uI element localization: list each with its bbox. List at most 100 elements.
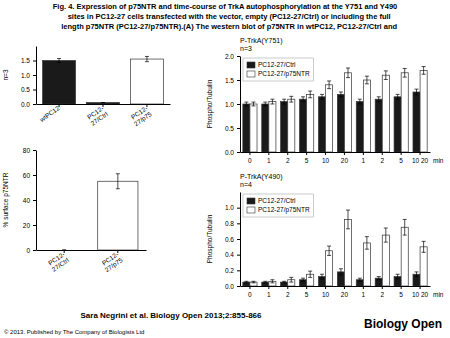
x-tick: 0 — [248, 152, 252, 164]
y-tick: 2.0 — [225, 53, 240, 60]
error-bar — [270, 99, 274, 104]
error-bar — [320, 274, 324, 279]
x-tick-mark — [306, 286, 307, 289]
legend-box — [243, 194, 314, 217]
y-tick: 0.0 — [21, 101, 36, 108]
y-tick-mark — [33, 150, 36, 151]
error-bar — [244, 281, 248, 283]
x-tick: PC12-27/Ctrl — [85, 104, 109, 127]
x-tick-label: PC12-27/p75 — [128, 104, 153, 128]
x-tick-label: 5 — [399, 157, 403, 164]
error-bar — [101, 102, 105, 103]
y-tick-mark — [237, 152, 240, 153]
y-tick-label: 0 — [26, 247, 30, 254]
x-tick: 2 — [286, 286, 290, 298]
x-tick: 2 — [380, 286, 384, 298]
x-tick: 5 — [305, 152, 309, 164]
error-bar — [403, 219, 407, 235]
error-bar — [62, 250, 66, 251]
error-bar — [116, 174, 120, 189]
bar — [420, 247, 427, 286]
legend-box — [243, 58, 314, 81]
error-bar — [365, 237, 369, 250]
x-tick: 10 20 — [412, 286, 429, 298]
x-tick-mark — [363, 286, 364, 289]
y-tick: 0.5 — [21, 86, 36, 93]
x-tick: 0 — [248, 286, 252, 298]
x-tick-label: PC12-27/p75 — [99, 250, 124, 274]
error-bar — [339, 92, 343, 97]
x-tick: 10 20 — [412, 152, 429, 164]
y-tick-label: 0.5 — [225, 125, 234, 132]
y-axis-title: n=3 — [2, 69, 9, 80]
x-tick-mark — [268, 152, 269, 155]
error-bar — [244, 102, 248, 106]
bar — [420, 70, 427, 152]
error-bar — [327, 246, 331, 255]
error-bar — [308, 271, 312, 277]
x-tick-mark — [325, 286, 326, 289]
y-tick: 1.5 — [21, 57, 36, 64]
bar — [269, 102, 276, 152]
bar — [401, 73, 408, 152]
error-bar — [301, 278, 305, 281]
y-axis-line — [36, 47, 37, 105]
y-tick: 0.2 — [225, 267, 240, 274]
y-tick-label: 0.8 — [225, 220, 234, 227]
y-tick-label: 0.0 — [21, 101, 30, 108]
bar — [98, 181, 138, 250]
y-tick-mark — [237, 255, 240, 256]
error-bar — [422, 67, 426, 75]
bar — [326, 85, 333, 152]
x-tick-mark — [249, 152, 250, 155]
x-tick: 1 — [267, 152, 271, 164]
bar — [262, 104, 269, 152]
figure: Fig. 4. Expression of p75NTR and time-co… — [0, 0, 450, 338]
bar — [382, 75, 389, 152]
x-tick-label: 1 — [362, 291, 366, 298]
y-tick-mark — [237, 128, 240, 129]
y-tick-mark — [33, 90, 36, 91]
x-tick: 10 — [322, 286, 330, 298]
y-tick-label: 40 — [23, 197, 31, 204]
y-tick-mark — [237, 80, 240, 81]
y-tick-label: 1.5 — [225, 77, 234, 84]
x-tick-label: 10 — [322, 291, 330, 298]
error-bar — [270, 280, 274, 283]
error-bar — [415, 272, 419, 277]
x-tick-label: wtPC12 — [37, 104, 61, 124]
x-tick: PC12-27/p75 — [128, 104, 153, 128]
y-tick-mark — [237, 270, 240, 271]
chart: 0.00.51.01.5wtPC12PC12-27/CtrlPC12-27/p7… — [2, 47, 171, 129]
bar — [363, 80, 370, 152]
x-tick: 5 — [399, 286, 403, 298]
bar — [250, 104, 257, 152]
x-tick: 5 — [305, 286, 309, 298]
error-bar — [396, 274, 400, 279]
x-tick-mark — [268, 286, 269, 289]
error-bar — [377, 277, 381, 280]
x-tick-label: 1 — [267, 157, 271, 164]
y-tick-label: 1.0 — [225, 101, 234, 108]
legend-label: PC12-27/Ctrl — [258, 61, 296, 68]
error-bar — [403, 68, 407, 77]
y-tick: 60 — [23, 172, 36, 179]
y-tick-mark — [237, 208, 240, 209]
x-tick-label: 2 — [286, 157, 290, 164]
error-bar — [57, 58, 61, 62]
y-tick: 0.0 — [225, 149, 240, 156]
bar — [356, 102, 363, 152]
error-bar — [396, 94, 400, 99]
x-tick-mark — [420, 152, 421, 155]
y-tick: 0.6 — [225, 236, 240, 243]
y-axis: 0.00.20.40.60.81.0 — [225, 193, 241, 290]
y-axis: 0 20 40 60 80 — [23, 147, 37, 254]
bar — [394, 97, 401, 152]
error-bar — [308, 91, 312, 98]
y-tick-label: 2.0 — [225, 53, 234, 60]
bar — [281, 282, 288, 286]
y-tick: 80 — [23, 147, 36, 154]
y-tick: 20 — [23, 222, 36, 229]
y-axis-title: Phospho/Tubulin — [206, 214, 214, 263]
figure-title: Fig. 4. Expression of p75NTR and time-co… — [53, 2, 398, 31]
